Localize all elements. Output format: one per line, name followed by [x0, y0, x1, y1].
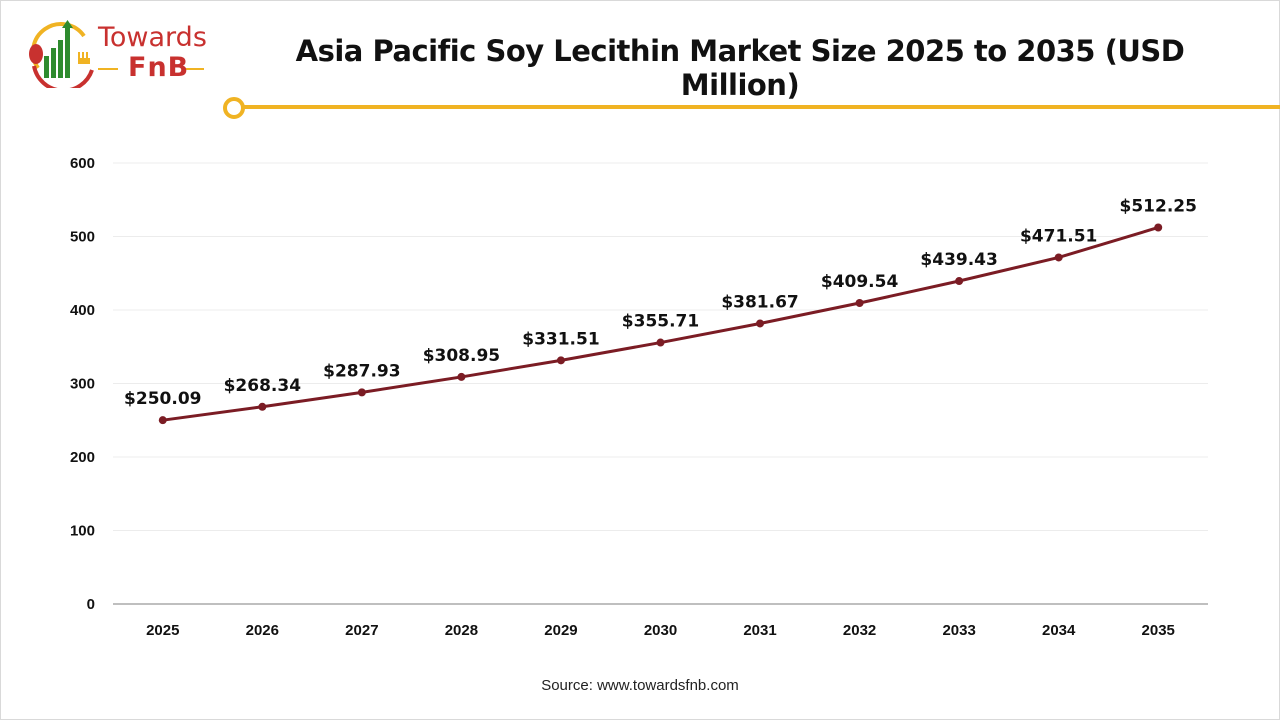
chart-title: Asia Pacific Soy Lecithin Market Size 20…: [295, 34, 1185, 102]
x-tick-label: 2027: [345, 622, 378, 639]
y-tick-label: 300: [70, 376, 95, 393]
y-tick-label: 500: [70, 229, 95, 246]
x-tick-label: 2031: [743, 622, 776, 639]
data-label: $308.95: [423, 346, 500, 366]
y-tick-label: 400: [70, 302, 95, 319]
x-tick-label: 2030: [644, 622, 677, 639]
data-label: $381.67: [721, 292, 798, 312]
logo-text-fnb: FnB: [128, 52, 190, 83]
x-tick-label: 2028: [445, 622, 478, 639]
y-tick-label: 600: [70, 155, 95, 172]
x-tick-label: 2034: [1042, 622, 1076, 639]
data-point: [357, 388, 366, 397]
data-point: [158, 416, 167, 425]
x-tick-label: 2029: [544, 622, 577, 639]
data-point: [756, 319, 765, 328]
data-label: $471.51: [1020, 226, 1097, 246]
data-label: $512.25: [1120, 196, 1197, 216]
data-point: [457, 372, 466, 381]
logo-text-towards: Towards: [98, 22, 207, 53]
data-label: $409.54: [821, 272, 899, 292]
title-rule: [243, 105, 1280, 109]
data-label: $250.09: [124, 389, 201, 409]
data-point: [1054, 253, 1063, 262]
x-tick-label: 2025: [146, 622, 179, 639]
data-label: $331.51: [522, 329, 599, 349]
data-label: $268.34: [224, 376, 302, 396]
x-tick-label: 2035: [1142, 622, 1175, 639]
data-point: [855, 298, 864, 307]
data-label: $355.71: [622, 312, 699, 332]
y-tick-label: 0: [87, 596, 95, 613]
data-point: [556, 356, 565, 365]
data-label: $287.93: [323, 361, 400, 381]
y-tick-label: 100: [70, 523, 95, 540]
data-point: [955, 277, 964, 286]
towardsfnb-logo: [29, 20, 204, 88]
data-point: [1154, 223, 1163, 232]
data-point: [258, 402, 267, 411]
data-label: $439.43: [920, 250, 997, 270]
source-note: Source: www.towardsfnb.com: [541, 677, 739, 694]
x-tick-label: 2026: [246, 622, 279, 639]
data-point: [656, 338, 665, 347]
x-tick-label: 2032: [843, 622, 876, 639]
x-tick-label: 2033: [942, 622, 975, 639]
y-tick-label: 200: [70, 449, 95, 466]
